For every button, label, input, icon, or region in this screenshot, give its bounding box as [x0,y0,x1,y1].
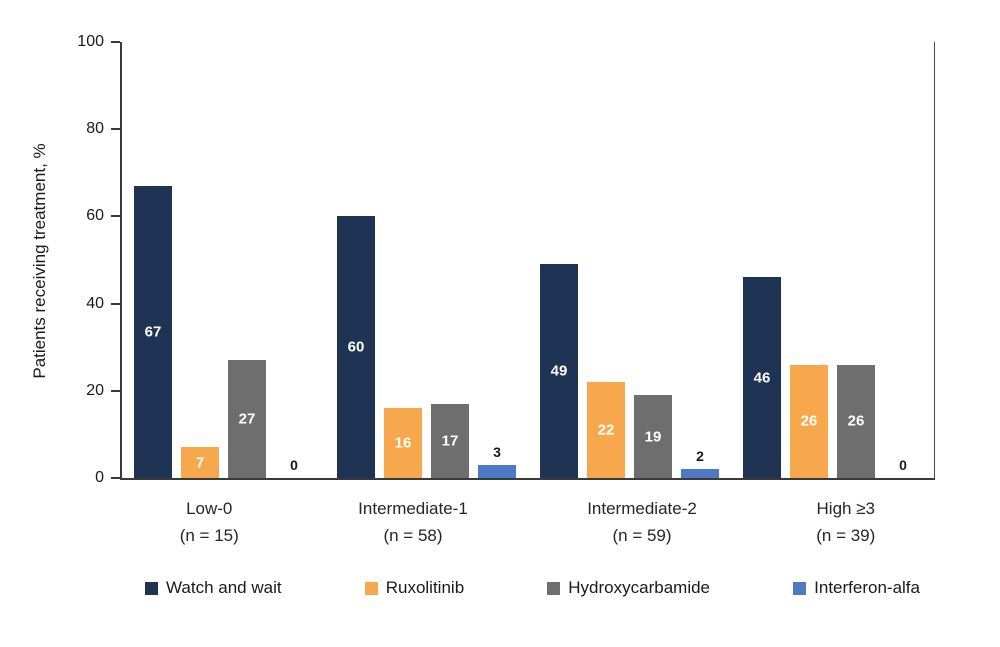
bar-group-low-0: 67 7 27 0 [134,42,313,478]
legend-label: Hydroxycarbamide [568,578,711,597]
bar-value-label: 0 [290,457,298,473]
bar-hydroxycarbamide [837,364,875,478]
category-n-label: (n = 39) [816,526,876,545]
category-name: Intermediate-1 [358,499,468,518]
bar-slot: 0 [275,42,313,478]
bar-watch-and-wait [743,277,781,478]
y-axis-tick [111,302,120,305]
bar-slot: 67 [134,42,172,478]
bar-slot: 7 [181,42,219,478]
bar-slot: 46 [743,42,781,478]
bar-watch-and-wait [540,264,578,478]
legend-swatch-icon [547,581,561,595]
y-axis-tick [111,41,120,43]
y-axis-tick [111,215,120,218]
bar-slot: 26 [837,42,875,478]
bar-hydroxycarbamide [634,395,672,478]
x-axis-label-intermediate-2: Intermediate-2 (n = 59) [587,495,697,549]
bar-hydroxycarbamide [228,360,266,478]
bar-slot: 26 [790,42,828,478]
bar-value-label: 46 [753,369,771,387]
bar-group-intermediate-1: 60 16 17 3 [337,42,516,478]
bar-ruxolitinib [384,408,422,478]
legend-label: Ruxolitinib [385,578,465,597]
bar-slot: 16 [384,42,422,478]
bar-slot: 27 [228,42,266,478]
bar-hydroxycarbamide [431,403,469,478]
bar-slot: 19 [634,42,672,478]
x-axis-label-intermediate-1: Intermediate-1 (n = 58) [358,495,468,549]
category-n-label: (n = 15) [179,526,239,545]
bar-group-high-3: 46 26 26 0 [743,42,922,478]
bar-value-label: 26 [847,412,865,430]
bar-group-intermediate-2: 49 22 19 2 [540,42,719,478]
bar-value-label: 7 [195,454,205,472]
y-axis-tick-label: 40 [86,294,104,312]
legend-swatch-icon [145,581,158,595]
bar-groups: 67 7 27 0 60 16 17 3 49 22 19 2 46 26 26 0 [122,42,934,478]
bar-interferon-alfa [681,469,719,478]
bar-watch-and-wait [337,216,375,478]
bar-slot: 22 [587,42,625,478]
bar-value-label: 67 [144,323,162,341]
bar-value-label: 27 [238,410,256,428]
y-axis-tick [111,477,120,479]
bar-value-label: 17 [441,432,459,450]
category-name: High ≥3 [816,499,875,518]
category-n-label: (n = 59) [612,526,672,545]
y-axis-tick [111,128,120,131]
bar-slot: 60 [337,42,375,478]
legend-label: Watch and wait [166,578,282,597]
y-axis-tick-label: 100 [77,33,104,50]
bar-ruxolitinib [790,364,828,478]
chart-legend: Watch and wait Ruxolitinib Hydroxycarbamid… [145,578,920,598]
legend-item-interferon-alfa: Interferon-alfa [793,578,920,598]
bar-value-label: 3 [493,443,501,460]
y-axis-tick-label: 20 [86,381,104,399]
x-axis-label-high-3: High ≥3 (n = 39) [816,495,875,549]
bar-value-label: 2 [696,448,704,465]
category-name: Low-0 [186,499,233,518]
legend-swatch-icon [364,581,378,595]
legend-item-ruxolitinib: Ruxolitinib [364,578,465,598]
bar-value-label: 22 [597,421,615,439]
bar-watch-and-wait [134,185,172,478]
legend-item-watch-and-wait: Watch and wait [145,578,282,598]
legend-swatch-icon [793,581,807,595]
bar-interferon-alfa [478,464,516,478]
bar-value-label: 26 [800,412,818,430]
category-n-label: (n = 58) [383,526,443,545]
bar-slot: 0 [884,42,922,478]
y-axis-tick-label: 80 [86,120,104,138]
bar-value-label: 0 [899,457,907,473]
bar-slot: 2 [681,42,719,478]
bar-slot: 49 [540,42,578,478]
x-axis-labels: Low-0 (n = 15) Intermediate-1 (n = 58) Inter… [120,495,935,549]
bar-slot: 3 [478,42,516,478]
bar-value-label: 19 [644,428,662,446]
y-axis-tick-label: 0 [95,469,104,486]
x-axis-label-low-0: Low-0 (n = 15) [180,495,239,549]
y-axis-title: Patients receiving treatment, % [30,143,49,379]
bar-value-label: 16 [394,434,412,452]
bar-ruxolitinib [181,447,219,478]
legend-item-hydroxycarbamide: Hydroxycarbamide [547,578,710,598]
legend-label: Interferon-alfa [814,578,920,597]
category-name: Intermediate-2 [587,499,697,518]
bar-ruxolitinib [587,382,625,478]
bar-value-label: 49 [550,362,568,380]
bar-value-label: 60 [347,338,365,356]
y-axis-tick [111,389,120,392]
y-axis-tick-label: 60 [86,207,104,225]
plot-area: 0 20 40 60 80 100 67 7 27 0 60 16 17 3 49 22 19 2 46 26 26 0 [77,33,935,486]
bar-slot: 17 [431,42,469,478]
